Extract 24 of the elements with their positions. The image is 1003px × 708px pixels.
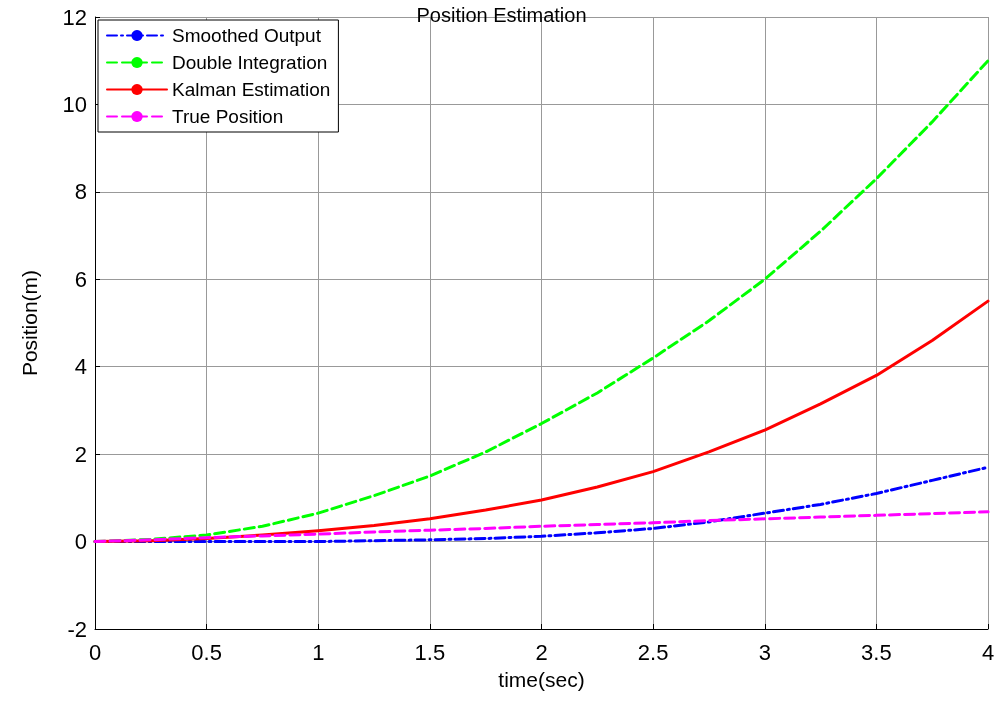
chart-title: Position Estimation [416, 4, 587, 26]
legend-label: Kalman Estimation [172, 79, 331, 100]
y-tick-label: 12 [62, 4, 87, 30]
x-tick-label: 2 [535, 639, 548, 665]
y-tick-label: 6 [74, 266, 87, 292]
x-tick-label: 1.5 [414, 639, 446, 665]
legend-label: True Position [172, 106, 284, 127]
x-tick-label: 0.5 [191, 639, 222, 665]
x-tick-label: 2.5 [637, 639, 669, 665]
x-axis-title: time(sec) [498, 668, 585, 691]
y-tick-label: 4 [74, 354, 87, 380]
line-series [93, 510, 990, 544]
y-tick-label: 0 [74, 529, 87, 555]
x-tick-label: 3 [758, 639, 771, 665]
y-tick-label: -2 [67, 616, 87, 642]
x-tick-label: 1 [312, 639, 325, 665]
x-tick-label: 3.5 [861, 639, 892, 665]
legend-label: Double Integration [172, 52, 328, 73]
y-tick-label: 10 [62, 91, 87, 117]
y-axis-title: Position(m) [18, 269, 41, 377]
y-tick-label: 8 [74, 179, 87, 205]
y-tick-label: 2 [74, 441, 87, 467]
x-tick-label: 4 [981, 639, 995, 665]
legend-label: Smoothed Output [172, 25, 322, 46]
